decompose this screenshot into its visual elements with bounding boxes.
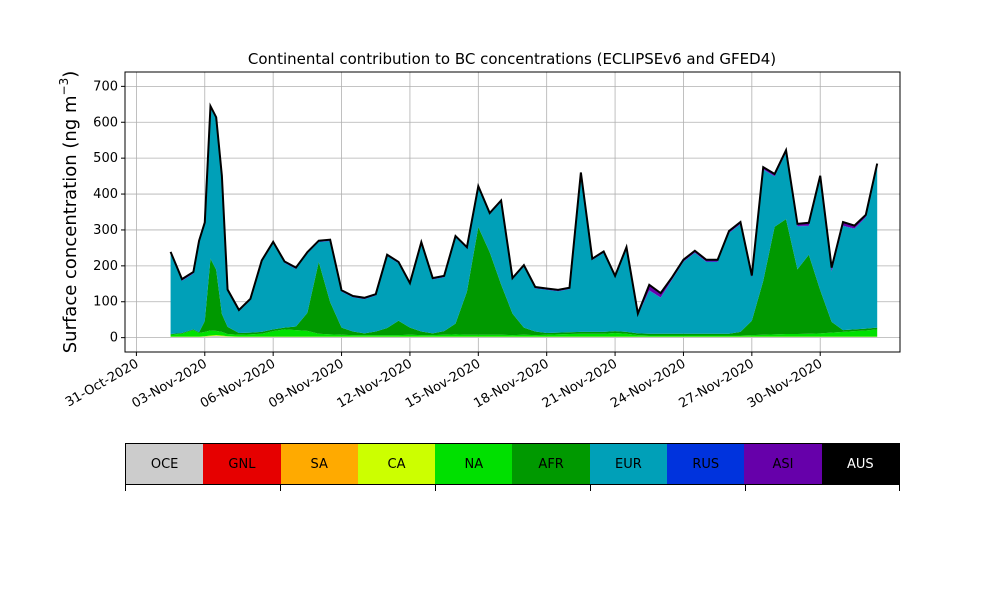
legend-entry-gnl: GNL [203,444,281,484]
y-axis-label-main: Surface concentration (ng m [60,95,81,353]
area-ca [170,335,878,337]
legend-entry-na: NA [435,444,513,484]
x-tick-label: 12-Nov-2020 [335,356,415,411]
legend-ticks [125,485,900,491]
y-axis-label-sup: −3 [57,78,71,96]
y-axis-label: Surface concentration (ng m−3) [57,71,81,354]
x-tick-label: 30-Nov-2020 [745,356,825,411]
x-tick-label: 27-Nov-2020 [677,356,757,411]
plot-frame [124,71,901,353]
legend-entry-oce: OCE [126,444,204,484]
legend-entry-aus: AUS [821,444,899,484]
x-tick-label: 31-Oct-2020 [63,356,141,410]
chart-title: Continental contribution to BC concentra… [248,50,776,68]
legend-entry-sa: SA [280,444,358,484]
x-tick-label: 15-Nov-2020 [403,356,483,411]
y-tick-label: 400 [93,187,118,202]
legend-tick-mark [590,485,591,491]
x-axis-ticks: 31-Oct-202003-Nov-202006-Nov-202009-Nov-… [63,352,825,411]
y-tick-label: 200 [93,259,118,274]
area-afr [170,219,878,336]
total-outline [169,102,879,318]
legend-tick-mark [745,485,746,491]
area-oce [170,335,878,338]
legend-tick-mark [125,485,126,491]
x-tick-label: 09-Nov-2020 [266,356,346,411]
stacked-areas [170,106,878,338]
legend-entry-eur: EUR [589,444,668,484]
legend-entry-afr: AFR [512,444,590,484]
y-tick-label: 700 [93,79,118,94]
y-tick-label: 600 [93,115,118,130]
y-tick-label: 500 [93,151,118,166]
area-eur [170,107,878,335]
x-tick-label: 06-Nov-2020 [198,356,278,411]
y-tick-label: 300 [93,223,118,238]
y-axis-label-close: ) [60,71,81,78]
x-tick-label: 21-Nov-2020 [540,356,620,411]
legend-entry-ca: CA [357,444,436,484]
legend-entry-asi: ASI [744,444,822,484]
area-na [170,329,878,337]
legend-tick-mark [280,485,281,491]
y-tick-label: 100 [93,295,118,310]
legend-colorbar: OCE GNL SA CA NA AFR EUR RUS ASI AUS [125,443,900,485]
legend-entry-rus: RUS [667,444,745,484]
total-line [169,102,879,318]
y-tick-label: 0 [110,331,118,346]
x-tick-label: 24-Nov-2020 [608,356,688,411]
legend-tick-mark [899,485,900,491]
x-tick-label: 03-Nov-2020 [130,356,210,411]
x-tick-label: 18-Nov-2020 [471,356,551,411]
legend-tick-mark [435,485,436,491]
y-axis-ticks: 0 100 200 300 400 500 600 700 [93,79,125,346]
